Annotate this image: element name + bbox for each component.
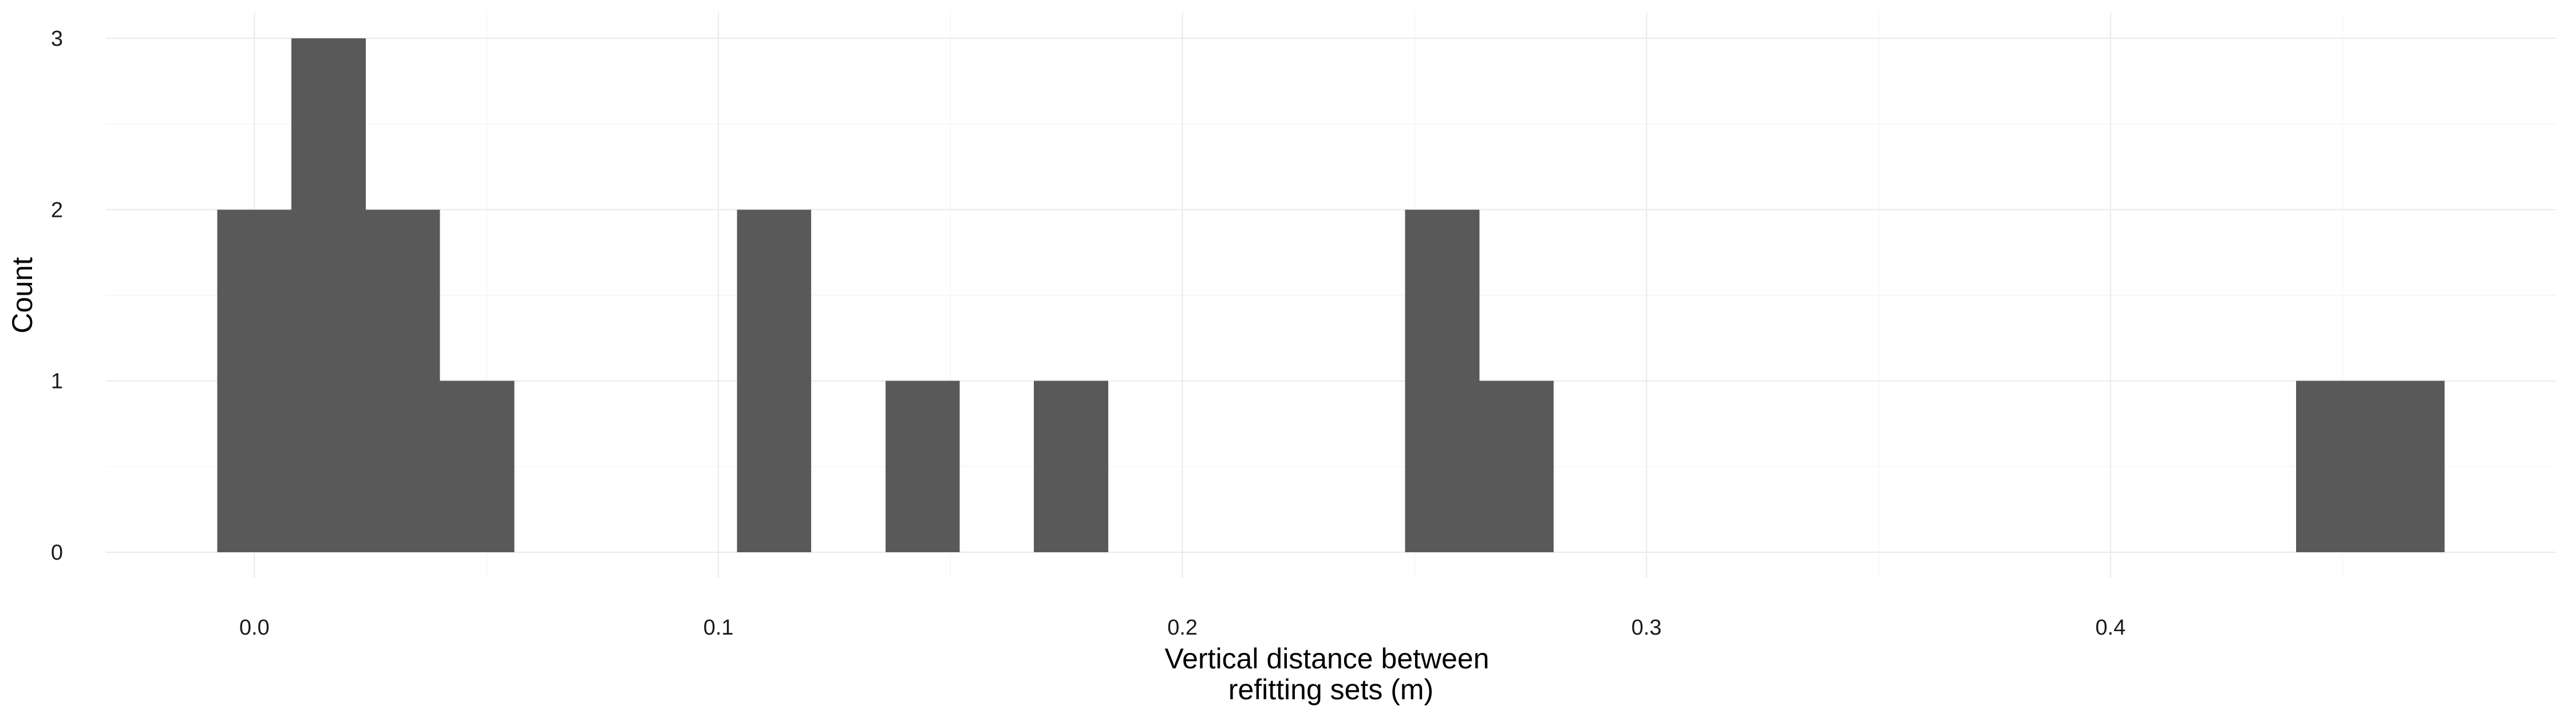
y-tick-label-0: 0 (51, 541, 63, 565)
y-tick-label-3: 3 (51, 27, 63, 51)
histogram-bar-1 (217, 209, 292, 553)
histogram-bar-4 (440, 381, 515, 553)
histogram-bar-8 (1405, 209, 1480, 553)
x-tick-label-0.0: 0.0 (239, 616, 270, 640)
x-tick-label-0.2: 0.2 (1167, 616, 1198, 640)
x-axis-title: Vertical distance between refitting sets… (1165, 643, 1498, 706)
y-axis-tick-labels: 0 1 2 3 (51, 27, 63, 565)
histogram-bar-6 (885, 381, 960, 553)
histogram-bar-3 (365, 209, 440, 553)
x-tick-label-0.4: 0.4 (2095, 616, 2125, 640)
y-tick-label-1: 1 (51, 370, 63, 394)
x-axis-title-line-2: refitting sets (m) (1228, 674, 1433, 706)
x-axis-title-line-1: Vertical distance between (1165, 643, 1490, 675)
histogram-bar-9 (1479, 381, 1554, 553)
histogram-bar-7 (1034, 381, 1108, 553)
x-axis-tick-labels: 0.0 0.1 0.2 0.3 0.4 (239, 616, 2125, 640)
histogram-bar-2 (291, 38, 366, 553)
y-tick-label-2: 2 (51, 198, 63, 222)
x-tick-label-0.1: 0.1 (704, 616, 734, 640)
histogram-bar-11 (2370, 381, 2445, 553)
histogram-bar-5 (737, 209, 812, 553)
x-tick-label-0.3: 0.3 (1631, 616, 1662, 640)
histogram-bar-10 (2296, 381, 2370, 553)
bars-layer (217, 38, 2445, 553)
y-axis-title: Count (6, 257, 38, 334)
